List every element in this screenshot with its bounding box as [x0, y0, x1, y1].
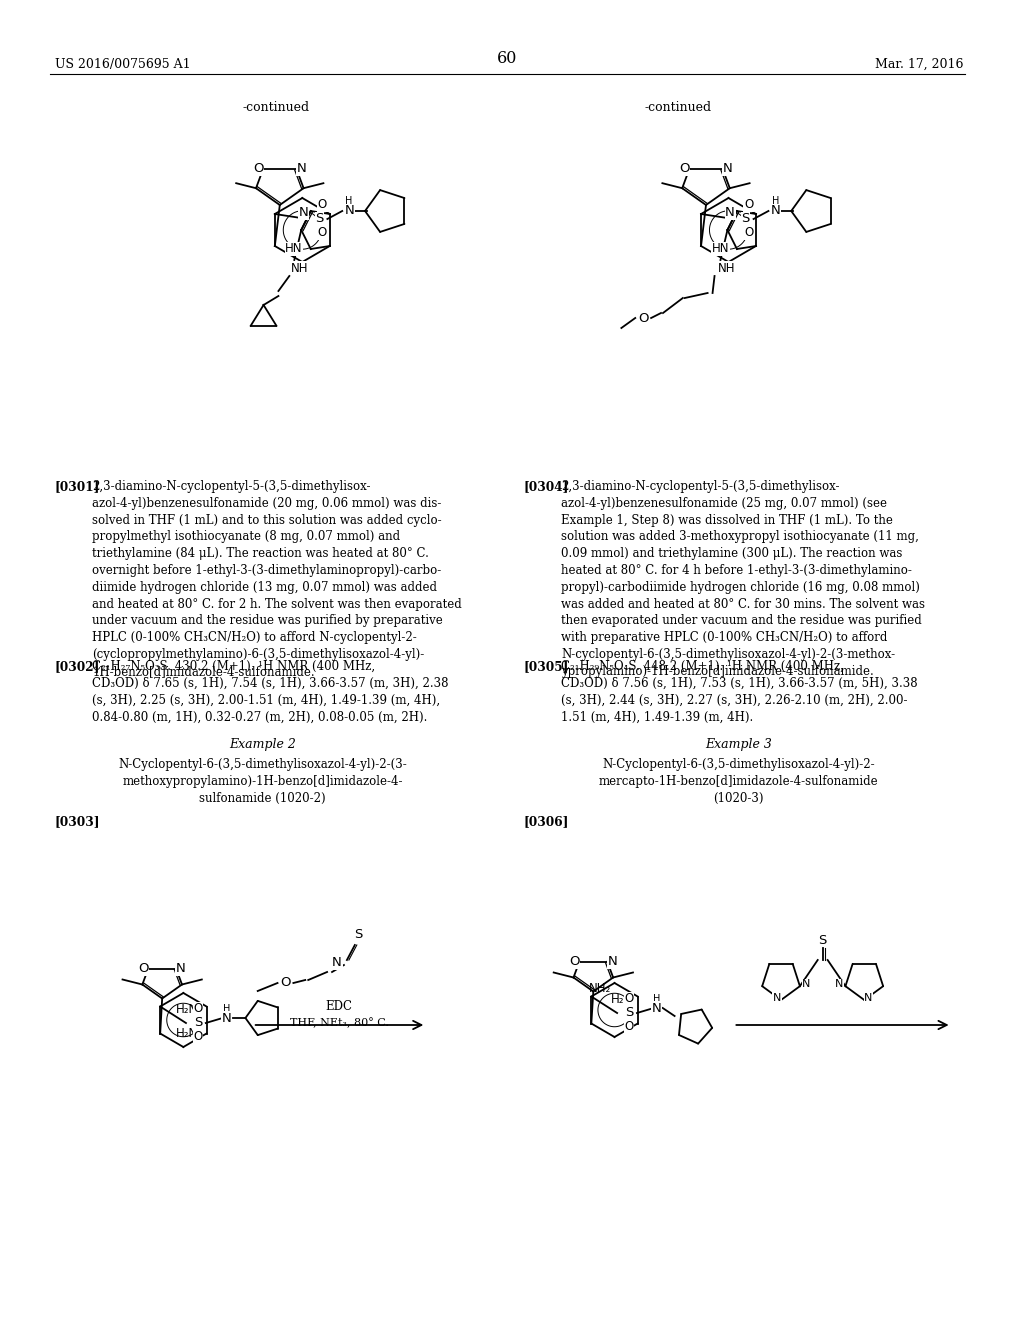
Text: S: S	[354, 928, 362, 941]
Text: 60: 60	[498, 50, 518, 67]
Text: O: O	[625, 1020, 634, 1034]
Text: N: N	[652, 1002, 662, 1015]
Text: O: O	[625, 993, 634, 1006]
Text: H: H	[772, 195, 779, 206]
Text: THF, NEt₃, 80° C.: THF, NEt₃, 80° C.	[290, 1018, 388, 1028]
Text: [0304]: [0304]	[523, 480, 568, 492]
Text: N: N	[802, 979, 810, 989]
Text: N: N	[344, 205, 354, 218]
Text: US 2016/0075695 A1: US 2016/0075695 A1	[54, 58, 190, 71]
Text: O: O	[569, 954, 580, 968]
Text: H₂N: H₂N	[176, 1003, 199, 1016]
Text: H₂N: H₂N	[176, 1027, 199, 1040]
Text: 2,3-diamino-N-cyclopentyl-5-(3,5-dimethylisox-
azol-4-yl)benzenesulfonamide (20 : 2,3-diamino-N-cyclopentyl-5-(3,5-dimethy…	[92, 480, 462, 677]
Text: [0301]: [0301]	[54, 480, 100, 492]
Text: N-Cyclopentyl-6-(3,5-dimethylisoxazol-4-yl)-2-
mercapto-1H-benzo[d]imidazole-4-s: N-Cyclopentyl-6-(3,5-dimethylisoxazol-4-…	[599, 758, 879, 805]
Text: [0303]: [0303]	[54, 814, 100, 828]
Text: N: N	[836, 979, 844, 989]
Text: N: N	[725, 206, 735, 219]
Text: NH: NH	[291, 261, 309, 275]
Text: N: N	[773, 993, 781, 1003]
Text: S: S	[818, 933, 826, 946]
Text: O: O	[194, 1031, 203, 1044]
Text: H₂N: H₂N	[610, 993, 633, 1006]
Text: Example 3: Example 3	[705, 738, 772, 751]
Text: HN: HN	[712, 243, 729, 256]
Text: NH₂: NH₂	[589, 982, 611, 994]
Text: H: H	[345, 195, 353, 206]
Text: N: N	[297, 162, 306, 176]
Text: O: O	[317, 198, 327, 211]
Text: [0305]: [0305]	[523, 660, 568, 673]
Text: N-Cyclopentyl-6-(3,5-dimethylisoxazol-4-yl)-2-(3-
methoxypropylamino)-1H-benzo[d: N-Cyclopentyl-6-(3,5-dimethylisoxazol-4-…	[119, 758, 407, 805]
Text: S: S	[194, 1016, 202, 1030]
Text: O: O	[638, 312, 648, 325]
Text: N: N	[864, 993, 872, 1003]
Text: C₂₁H₂₉N₅O₄S. 448.2 (M+1). ¹H NMR (400 MHz,
CD₃OD) δ 7.56 (s, 1H), 7.53 (s, 1H), : C₂₁H₂₉N₅O₄S. 448.2 (M+1). ¹H NMR (400 MH…	[561, 660, 918, 723]
Text: O: O	[253, 162, 263, 176]
Text: O: O	[138, 962, 148, 975]
Text: S: S	[625, 1006, 633, 1019]
Text: -continued: -continued	[243, 102, 310, 114]
Text: C₂₁H₂₇N₅O₃S. 430.2 (M+1). ¹H NMR (400 MHz,
CD₃OD) δ 7.65 (s, 1H), 7.54 (s, 1H), : C₂₁H₂₇N₅O₃S. 430.2 (M+1). ¹H NMR (400 MH…	[92, 660, 449, 723]
Text: N: N	[299, 206, 309, 219]
Text: [0306]: [0306]	[523, 814, 568, 828]
Text: Example 2: Example 2	[229, 738, 296, 751]
Text: N: N	[176, 962, 186, 975]
Text: N: N	[607, 954, 617, 968]
Text: N: N	[222, 1011, 231, 1024]
Text: HN: HN	[286, 243, 303, 256]
Text: S: S	[315, 213, 324, 226]
Text: Mar. 17, 2016: Mar. 17, 2016	[874, 58, 964, 71]
Text: O: O	[679, 162, 689, 176]
Text: O: O	[744, 227, 754, 239]
Text: NH: NH	[718, 261, 735, 275]
Text: [0302]: [0302]	[54, 660, 100, 673]
Text: H: H	[653, 994, 660, 1005]
Text: N: N	[332, 957, 342, 969]
Text: N: N	[770, 205, 780, 218]
Text: S: S	[741, 213, 750, 226]
Text: EDC: EDC	[326, 1001, 352, 1012]
Text: O: O	[194, 1002, 203, 1015]
Text: O: O	[744, 198, 754, 211]
Text: N: N	[723, 162, 732, 176]
Text: O: O	[281, 977, 291, 990]
Text: -continued: -continued	[644, 102, 712, 114]
Text: H: H	[223, 1005, 230, 1014]
Text: 2,3-diamino-N-cyclopentyl-5-(3,5-dimethylisox-
azol-4-yl)benzenesulfonamide (25 : 2,3-diamino-N-cyclopentyl-5-(3,5-dimethy…	[561, 480, 925, 677]
Text: O: O	[317, 227, 327, 239]
